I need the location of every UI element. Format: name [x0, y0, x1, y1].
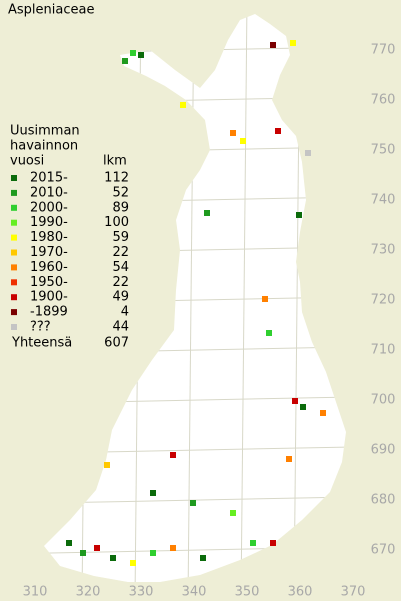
y-axis-label: 700	[371, 393, 396, 408]
legend-swatch	[11, 219, 17, 226]
dot	[300, 404, 306, 410]
legend-count: 49	[112, 290, 129, 305]
dot	[180, 102, 186, 108]
legend-count: 112	[104, 171, 129, 186]
legend-swatch	[11, 324, 17, 330]
dot	[200, 555, 206, 561]
y-axis-label: 670	[371, 543, 396, 558]
legend-swatch	[11, 264, 17, 271]
legend-label: 1990-	[30, 215, 68, 230]
legend-swatch	[11, 249, 17, 256]
dot	[290, 40, 296, 46]
legend-heading: havainnon	[10, 139, 78, 154]
y-axis-label: 740	[371, 193, 396, 208]
grid-line	[347, 0, 353, 601]
dot	[66, 540, 72, 546]
y-axis-label: 720	[371, 293, 396, 308]
dot	[150, 550, 156, 556]
y-axis-label: 690	[371, 443, 396, 458]
legend-label: 2010-	[30, 185, 68, 200]
y-axis-label: 680	[371, 493, 396, 508]
legend-swatch	[11, 234, 17, 241]
dot	[122, 58, 128, 64]
x-axis-label: 370	[341, 585, 366, 600]
dot	[275, 128, 281, 134]
x-axis-label: 360	[288, 585, 313, 600]
legend-label: 1960-	[30, 260, 68, 275]
observations	[66, 40, 326, 566]
legend-label: 1970-	[30, 245, 68, 260]
legend-heading: vuosi	[10, 154, 44, 169]
legend-swatch	[11, 309, 17, 316]
y-axis-label: 770	[371, 43, 396, 58]
x-axis-label: 340	[182, 585, 207, 600]
dot	[130, 50, 136, 56]
legend-count: 44	[112, 320, 129, 335]
legend-count: 54	[112, 260, 129, 275]
title: Aspleniaceae	[8, 3, 94, 18]
dot	[150, 490, 156, 496]
dot	[262, 296, 268, 302]
dot	[292, 398, 298, 404]
dot	[190, 500, 196, 506]
dot	[110, 555, 116, 561]
legend-label: 1950-	[30, 275, 68, 290]
total-label: Yhteensä	[11, 336, 72, 351]
y-axis-label: 750	[371, 143, 396, 158]
dot	[170, 452, 176, 458]
dot	[270, 540, 276, 546]
dot	[130, 560, 136, 566]
dot	[204, 210, 210, 216]
legend-swatch	[11, 204, 17, 211]
dot	[270, 42, 276, 48]
dot	[286, 456, 292, 462]
dot	[266, 330, 272, 336]
legend-count: 89	[112, 200, 129, 215]
legend-label: 2015-	[30, 171, 68, 186]
legend-swatch	[11, 175, 17, 181]
y-axis-label: 760	[371, 93, 396, 108]
total-count: 607	[104, 336, 129, 351]
legend-label: 1900-	[30, 290, 68, 305]
legend-count: 22	[112, 245, 129, 260]
legend-label: 1980-	[30, 230, 68, 245]
legend-label: ???	[30, 320, 51, 335]
grid-line	[240, 14, 248, 582]
dot	[104, 462, 110, 468]
legend-heading: Uusimman	[10, 124, 80, 139]
legend-label: 2000-	[30, 200, 68, 215]
x-axis-label: 320	[76, 585, 101, 600]
legend-label: -1899	[30, 305, 68, 320]
dot	[305, 150, 311, 156]
land	[44, 14, 346, 582]
dot	[138, 52, 144, 58]
x-axis-label: 350	[235, 585, 260, 600]
y-axis-label: 730	[371, 243, 396, 258]
dot	[170, 545, 176, 551]
dot	[80, 550, 86, 556]
legend-swatch	[11, 189, 17, 196]
legend-count-heading: lkm	[103, 154, 127, 169]
axes: 310 320 330 340 350 360 370 670 680 690 700 710 720 7…	[23, 43, 396, 600]
dot	[296, 212, 302, 218]
y-axis-label: 710	[371, 343, 396, 358]
dot	[240, 138, 246, 144]
dot	[230, 130, 236, 136]
legend-count: 100	[104, 215, 129, 230]
legend-count: 4	[121, 305, 129, 320]
legend-count: 52	[112, 185, 129, 200]
dot	[320, 410, 326, 416]
x-axis-label: 310	[23, 585, 48, 600]
legend-swatch	[11, 279, 17, 286]
x-axis-label: 330	[129, 585, 154, 600]
legend-swatch	[11, 294, 17, 301]
dot	[94, 545, 100, 551]
legend-count: 59	[112, 230, 129, 245]
legend-count: 22	[112, 275, 129, 290]
dot	[230, 510, 236, 516]
grid-line	[44, 45, 346, 55]
dot	[250, 540, 256, 546]
